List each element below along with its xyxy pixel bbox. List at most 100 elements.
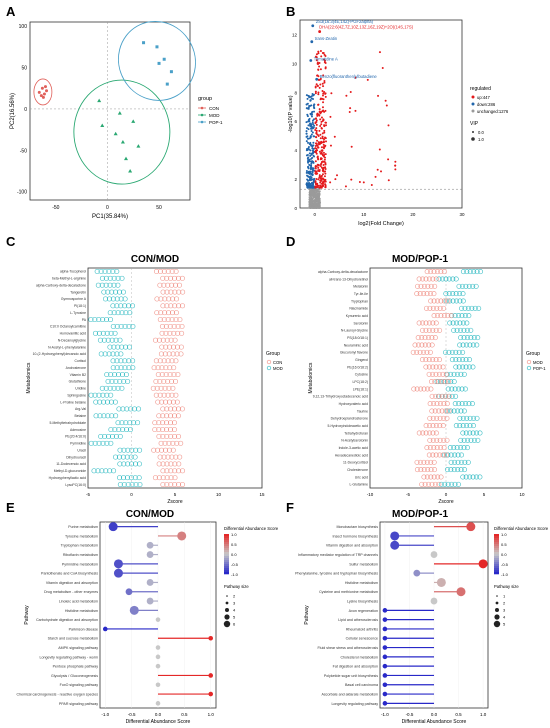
zscore-point-a (163, 344, 169, 350)
zscore-point-a (417, 459, 423, 465)
zscore-point-a (178, 440, 184, 446)
zscore-point-a (171, 413, 177, 419)
colorbar-swatch (494, 556, 499, 559)
zscore-point-a (428, 379, 434, 385)
x-axis-label: Zscore (167, 499, 183, 505)
zscore-point-a (174, 351, 180, 357)
zscore-point-a (163, 399, 169, 405)
metabolite-label: Gingerol (355, 358, 368, 362)
legend-marker (526, 359, 532, 365)
zscore-point-a (164, 468, 170, 474)
metabolite-label: LPC(18:2) (353, 380, 368, 384)
pathway-label: Linoleic acid metabolism (59, 599, 98, 603)
zscore-point-b (128, 454, 134, 460)
volcano-point-down (311, 147, 314, 150)
metabolite-label: Hexadecanedioic acid (335, 453, 368, 457)
x-tick-label: 0.0 (431, 712, 438, 717)
zscore-point-b (462, 386, 468, 392)
zscore-point-a (175, 323, 181, 329)
pathway-dot (208, 673, 214, 678)
volcano-annotation: Benzo(fluoranthen)ylbutadiene (320, 74, 378, 79)
size-legend-marker (225, 608, 229, 612)
zscore-point-a (423, 276, 429, 282)
zscore-point-a (164, 413, 170, 419)
zscore-point-b (102, 268, 108, 274)
volcano-point-unchanged (308, 191, 311, 194)
zscore-point-b (448, 452, 454, 458)
zscore-point-b (471, 335, 477, 341)
zscore-point-a (426, 327, 432, 333)
zscore-point-a (180, 289, 186, 295)
zscore-point-b (473, 474, 479, 480)
volcano-point-unchanged (313, 196, 316, 199)
legend-label: MOD (209, 113, 220, 118)
zscore-point-b (110, 296, 116, 302)
colorbar-swatch (224, 550, 229, 553)
zscore-point-a (434, 437, 440, 443)
volcano-point-up (315, 129, 318, 132)
y-tick-label: -50 (20, 148, 27, 154)
x-axis-label: Differential Abundance Score (402, 719, 467, 725)
volcano-point-unchanged (313, 195, 316, 197)
zscore-point-b (121, 447, 127, 453)
zscore-point-b (124, 427, 130, 433)
zscore-point-b (123, 310, 129, 316)
zscore-point-a (441, 437, 447, 443)
zscore-point-b (121, 482, 127, 488)
zscore-point-b (113, 378, 119, 384)
volcano-point-down (309, 168, 312, 171)
colorbar-swatch (494, 548, 499, 551)
zscore-point-b (460, 342, 466, 348)
pathway-label: Pantothenate and CoA biosynthesis (41, 572, 98, 576)
zscore-point-a (152, 475, 158, 481)
zscore-point-b (457, 298, 463, 304)
pathway-dot (382, 701, 388, 706)
legend-marker (266, 365, 272, 371)
zscore-point-b (444, 379, 450, 385)
zscore-point-b (457, 320, 463, 326)
zscore-point-a (162, 310, 168, 316)
zscore-point-a (179, 406, 185, 412)
volcano-point-up (317, 93, 320, 96)
volcano-top-point (315, 77, 319, 81)
zscore-point-a (436, 393, 442, 399)
zscore-point-b (115, 385, 121, 391)
pathway-dot (390, 531, 400, 541)
volcano-point-unchanged (316, 192, 318, 194)
y-axis-label: Pathway (24, 605, 30, 625)
zscore-point-a (420, 276, 426, 282)
zscore-point-b (443, 349, 449, 355)
volcano-point-up (317, 91, 320, 94)
zscore-point-b (464, 423, 470, 429)
volcano-point-up (321, 182, 324, 185)
colorbar-title: Differential Abundance Score (494, 526, 549, 531)
zscore-point-a (434, 305, 440, 311)
zscore-point-b (119, 344, 125, 350)
zscore-point-a (441, 445, 447, 451)
zscore-point-b (111, 310, 117, 316)
zscore-point-b (114, 296, 120, 302)
volcano-point-unchanged (308, 198, 311, 201)
volcano-point-down (311, 183, 314, 186)
zscore-point-b (463, 357, 469, 363)
zscore-point-a (414, 386, 420, 392)
volcano-point-up (380, 170, 383, 173)
zscore-point-a (164, 303, 170, 309)
volcano-point-up (333, 135, 336, 138)
zscore-point-a (439, 408, 445, 414)
y-tick-label: 100 (19, 24, 28, 30)
zscore-point-a (160, 413, 166, 419)
volcano-point-up (349, 107, 352, 110)
volcano-point-up (322, 160, 325, 163)
colorbar-swatch (494, 534, 499, 537)
zscore-point-b (112, 427, 118, 433)
zscore-point-a (175, 275, 181, 281)
panel-a-pca: -50 0 50 -100 -50 0 50 100 PC1(35.84%) PC2(16.56%… (10, 20, 223, 220)
zscore-point-a (430, 430, 436, 436)
zscore-point-a (443, 393, 449, 399)
zscore-point-b (458, 327, 464, 333)
zscore-point-b (465, 305, 471, 311)
zscore-point-a (179, 330, 185, 336)
zscore-point-b (100, 392, 106, 398)
pca-point-mod (136, 144, 141, 148)
